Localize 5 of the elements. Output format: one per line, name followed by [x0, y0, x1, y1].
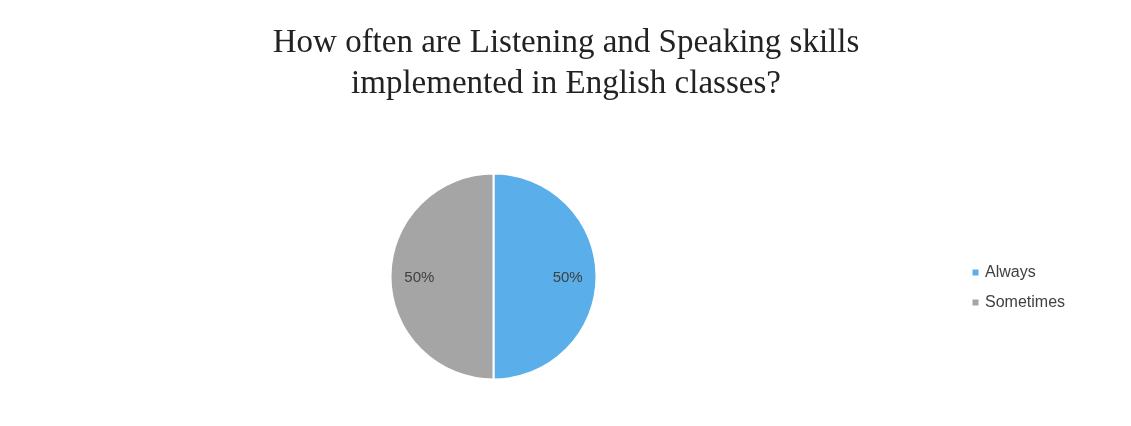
legend-label: Sometimes — [985, 293, 1066, 311]
legend-label: Always — [985, 263, 1036, 281]
data-label: 50% — [404, 268, 435, 285]
chart-title: How often are Listening and Speaking skills implemented in English classes? — [272, 22, 860, 100]
data-label: 50% — [552, 268, 583, 285]
